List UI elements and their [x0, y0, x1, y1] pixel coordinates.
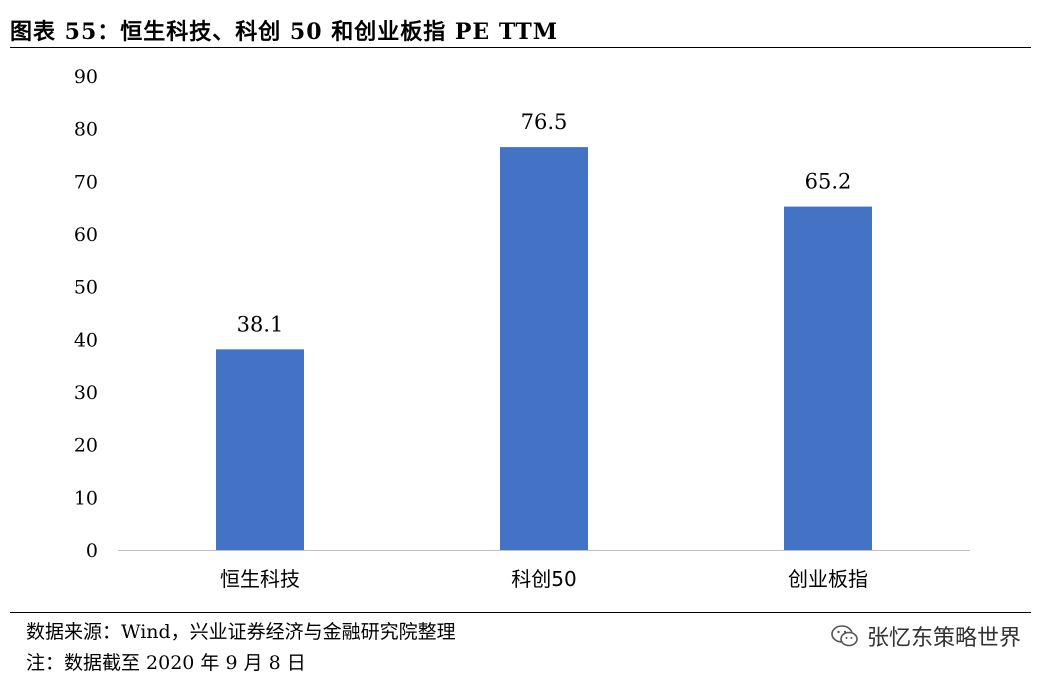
bar-chart: 0 10 20 30 40 50 60 70 80 90 38.1 恒生科技 76.5 科创50 65.2 创…	[74, 66, 970, 591]
watermark: 张忆东策略世界	[831, 620, 1021, 652]
footer-rule	[10, 612, 1031, 613]
wechat-icon	[831, 625, 858, 647]
data-label: 38.1	[237, 312, 284, 336]
data-label: 65.2	[805, 170, 852, 194]
x-tick-label: 恒生科技	[220, 567, 300, 591]
bar	[216, 349, 304, 550]
bar	[500, 147, 588, 550]
y-tick-label: 70	[74, 171, 98, 193]
y-tick-label: 90	[74, 66, 98, 88]
bar	[784, 206, 872, 550]
y-tick-label: 60	[74, 224, 98, 246]
y-tick-label: 20	[74, 435, 98, 457]
y-tick-label: 80	[74, 119, 98, 141]
x-tick-label: 创业板指	[788, 567, 868, 591]
y-tick-label: 40	[74, 329, 98, 351]
title-rule	[10, 47, 1031, 48]
x-tick-label: 科创50	[511, 567, 576, 591]
data-label: 76.5	[521, 110, 568, 134]
chart-title: 图表 55：恒生科技、科创 50 和创业板指 PE TTM	[10, 19, 559, 45]
date-note: 注：数据截至 2020 年 9 月 8 日	[26, 652, 306, 674]
source-note: 数据来源：Wind，兴业证券经济与金融研究院整理	[26, 621, 456, 643]
y-tick-label: 50	[74, 277, 98, 299]
y-tick-label: 10	[74, 487, 98, 509]
y-tick-label: 0	[86, 540, 98, 562]
watermark-text: 张忆东策略世界	[866, 626, 1021, 651]
y-tick-label: 30	[74, 382, 98, 404]
